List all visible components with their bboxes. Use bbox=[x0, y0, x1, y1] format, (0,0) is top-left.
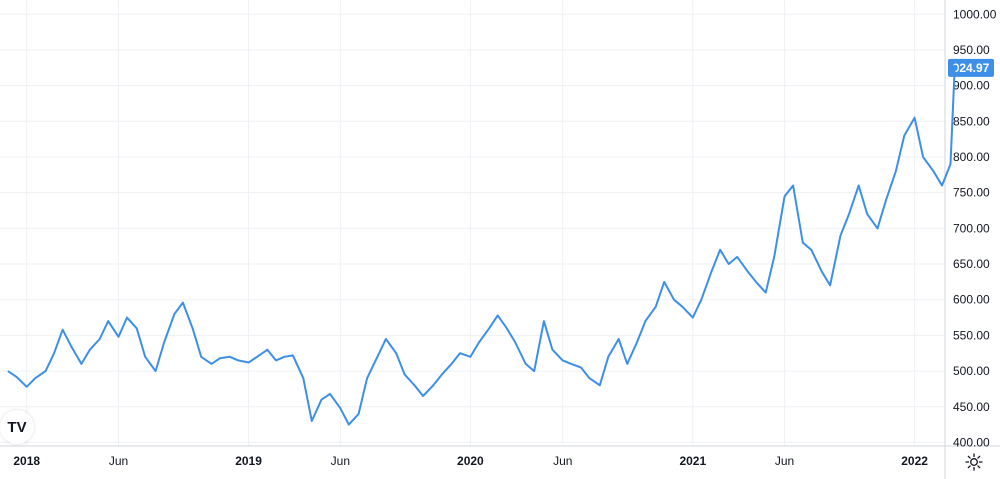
x-tick-label: 2019 bbox=[235, 454, 262, 468]
y-tick-label: 650.00 bbox=[953, 257, 990, 271]
series bbox=[7, 64, 958, 426]
y-tick-label: 600.00 bbox=[953, 293, 990, 307]
x-tick-label: 2018 bbox=[13, 454, 40, 468]
y-tick-label: 800.00 bbox=[953, 150, 990, 164]
y-tick-label: 900.00 bbox=[953, 79, 990, 93]
y-tick-label: 950.00 bbox=[953, 43, 990, 57]
x-tick-label: 2020 bbox=[457, 454, 484, 468]
gear-icon[interactable] bbox=[962, 450, 986, 474]
y-tick-label: 500.00 bbox=[953, 364, 990, 378]
last-value-label: 924.97 bbox=[953, 61, 990, 75]
y-tick-label: 400.00 bbox=[953, 435, 990, 449]
y-tick-label: 850.00 bbox=[953, 114, 990, 128]
y-tick-label: 550.00 bbox=[953, 328, 990, 342]
x-tick-label: 2022 bbox=[901, 454, 928, 468]
x-tick-label: Jun bbox=[553, 454, 572, 468]
x-tick-label: 2021 bbox=[679, 454, 706, 468]
y-tick-label: 1000.00 bbox=[953, 7, 997, 21]
grid bbox=[0, 0, 945, 446]
tradingview-logo[interactable]: TV bbox=[0, 410, 34, 444]
last-value-badge bbox=[948, 58, 994, 77]
y-tick-label: 700.00 bbox=[953, 221, 990, 235]
series-line bbox=[7, 67, 956, 426]
y-tick-label: 450.00 bbox=[953, 400, 990, 414]
x-tick-label: Jun bbox=[109, 454, 128, 468]
x-tick-label: Jun bbox=[331, 454, 350, 468]
x-tick-label: Jun bbox=[775, 454, 794, 468]
y-tick-label: 750.00 bbox=[953, 186, 990, 200]
y-axis: 400.00 450.00 500.00 550.00 600.00 650.00 700.… bbox=[944, 0, 997, 479]
last-point bbox=[951, 64, 958, 71]
x-axis: 2018 Jun 2019 Jun 2020 Jun 2021 Jun 2022 bbox=[0, 445, 1000, 468]
